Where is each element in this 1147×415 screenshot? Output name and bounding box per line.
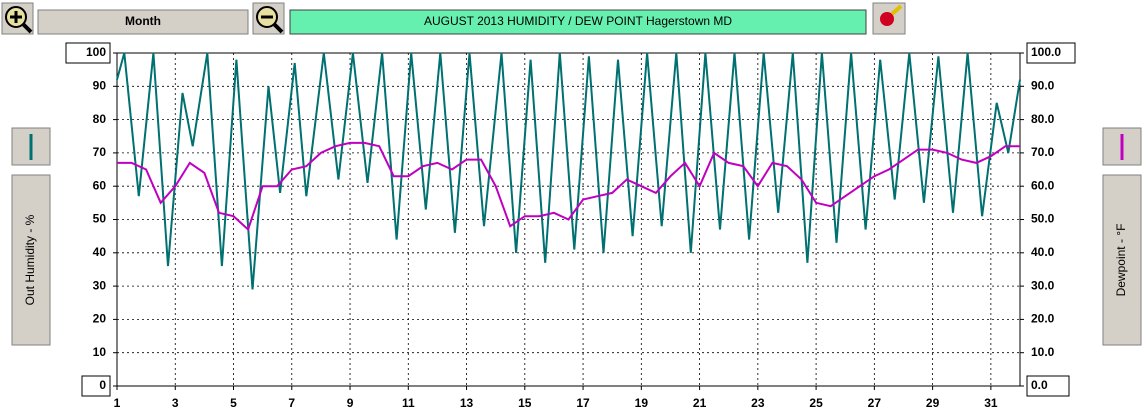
zoom-out-button[interactable]: [252, 2, 285, 35]
y2-tick-label: 90.0: [1031, 78, 1055, 92]
y2-tick-label: 30.0: [1031, 278, 1055, 292]
y-tick-label: 30: [93, 278, 107, 292]
title-box: [289, 9, 867, 35]
y2-tick-label: 60.0: [1031, 178, 1055, 192]
y-tick-label: 80: [93, 112, 107, 126]
x-tick-label: 19: [635, 396, 649, 410]
humidity-legend-button[interactable]: [11, 127, 51, 166]
tick-box: [65, 42, 111, 64]
y-tick-label: 100: [86, 45, 106, 59]
y2-tick-label: 20.0: [1031, 312, 1055, 326]
data-line: [116, 52, 1021, 290]
x-tick-label: 3: [172, 396, 179, 410]
x-tick-label: 31: [984, 396, 998, 410]
y2-tick-label: 100.0: [1031, 45, 1061, 59]
chart-title: AUGUST 2013 HUMIDITY / DEW POINT Hagerst…: [424, 14, 732, 28]
y-tick-label: 10: [93, 345, 107, 359]
x-tick-label: 11: [402, 396, 415, 410]
zoom-in-button[interactable]: [1, 2, 34, 35]
x-tick-label: 13: [460, 396, 474, 410]
y-tick-label: 50: [93, 212, 107, 226]
x-tick-label: 27: [868, 396, 882, 410]
y2-tick-label: 0.0: [1031, 378, 1048, 392]
y2-tick-label: 40.0: [1031, 245, 1055, 259]
period-button[interactable]: Month: [37, 9, 249, 35]
x-tick-label: 29: [926, 396, 940, 410]
x-tick-label: 9: [347, 396, 354, 410]
y2-tick-label: 50.0: [1031, 212, 1055, 226]
y-axis-label: Out Humidity - %: [23, 214, 37, 305]
humidity-axis-button[interactable]: Out Humidity - %: [11, 174, 51, 346]
x-tick-label: 21: [693, 396, 707, 410]
tick-box: [81, 375, 111, 397]
x-tick-label: 7: [288, 396, 295, 410]
x-tick-label: 25: [809, 396, 823, 410]
dewpoint-legend-button[interactable]: [1102, 127, 1142, 166]
x-tick-label: 1: [114, 396, 121, 410]
y2-axis-label: Dewpoint - °F: [1114, 224, 1128, 297]
x-tick-label: 15: [518, 396, 532, 410]
y-tick-label: 20: [93, 312, 107, 326]
x-tick-label: 17: [576, 396, 590, 410]
x-tick-label: 23: [751, 396, 765, 410]
y-tick-label: 70: [93, 145, 107, 159]
x-tick-label: 5: [230, 396, 237, 410]
y-tick-label: 90: [93, 78, 107, 92]
dewpoint-axis-button[interactable]: Dewpoint - °F: [1102, 174, 1142, 346]
y-tick-label: 60: [93, 178, 107, 192]
y-tick-label: 0: [99, 378, 106, 392]
period-label: Month: [125, 14, 161, 28]
settings-button[interactable]: [872, 2, 906, 35]
data-line: [117, 141, 1020, 232]
tick-box: [1026, 42, 1076, 64]
y2-tick-label: 80.0: [1031, 112, 1055, 126]
y-tick-label: 40: [93, 245, 107, 259]
y2-tick-label: 70.0: [1031, 145, 1055, 159]
tick-box: [1026, 375, 1070, 397]
y2-tick-label: 10.0: [1031, 345, 1055, 359]
